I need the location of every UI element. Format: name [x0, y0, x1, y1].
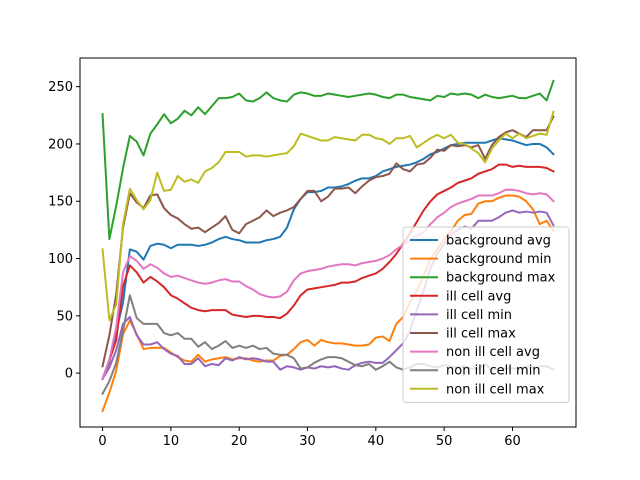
- x-tick-label: 10: [163, 434, 180, 449]
- series-line-2: [101, 79, 555, 241]
- series-line-5: [101, 115, 555, 368]
- x-tick-label: 0: [98, 434, 106, 449]
- series-line-8: [101, 110, 555, 322]
- x-tick-label: 30: [299, 434, 316, 449]
- y-tick-label: 150: [48, 195, 73, 210]
- legend-label-2: background max: [446, 271, 556, 286]
- y-tick-label: 50: [56, 309, 73, 324]
- x-tick-label: 50: [436, 434, 453, 449]
- legend-label-5: ill cell max: [446, 327, 516, 342]
- y-tick-label: 250: [48, 80, 73, 95]
- legend: background avg background min background m…: [402, 226, 570, 403]
- series-line-4: [101, 209, 555, 381]
- legend-label-0: background avg: [446, 234, 551, 249]
- series-line-3: [101, 163, 555, 381]
- y-axis: 0 50 100 150 200 250: [48, 80, 80, 382]
- series-line-6: [101, 188, 555, 381]
- legend-label-6: non ill cell avg: [446, 345, 540, 360]
- legend-label-7: non ill cell min: [446, 364, 541, 379]
- series-layer: [101, 79, 555, 413]
- x-axis: 0 10 20 30 40 50 60: [98, 427, 521, 449]
- axes-frame: [79, 57, 577, 428]
- x-tick-label: 20: [231, 434, 248, 449]
- series-line-0: [101, 137, 555, 381]
- x-tick-label: 60: [504, 434, 521, 449]
- y-tick-label: 100: [48, 252, 73, 267]
- legend-label-1: background min: [446, 252, 552, 267]
- legend-label-4: ill cell min: [446, 308, 512, 323]
- legend-label-3: ill cell avg: [446, 289, 511, 304]
- y-tick-label: 200: [48, 137, 73, 152]
- legend-box: [402, 226, 570, 403]
- y-tick-label: 0: [65, 367, 73, 382]
- x-tick-label: 40: [368, 434, 385, 449]
- legend-label-8: non ill cell max: [446, 382, 545, 397]
